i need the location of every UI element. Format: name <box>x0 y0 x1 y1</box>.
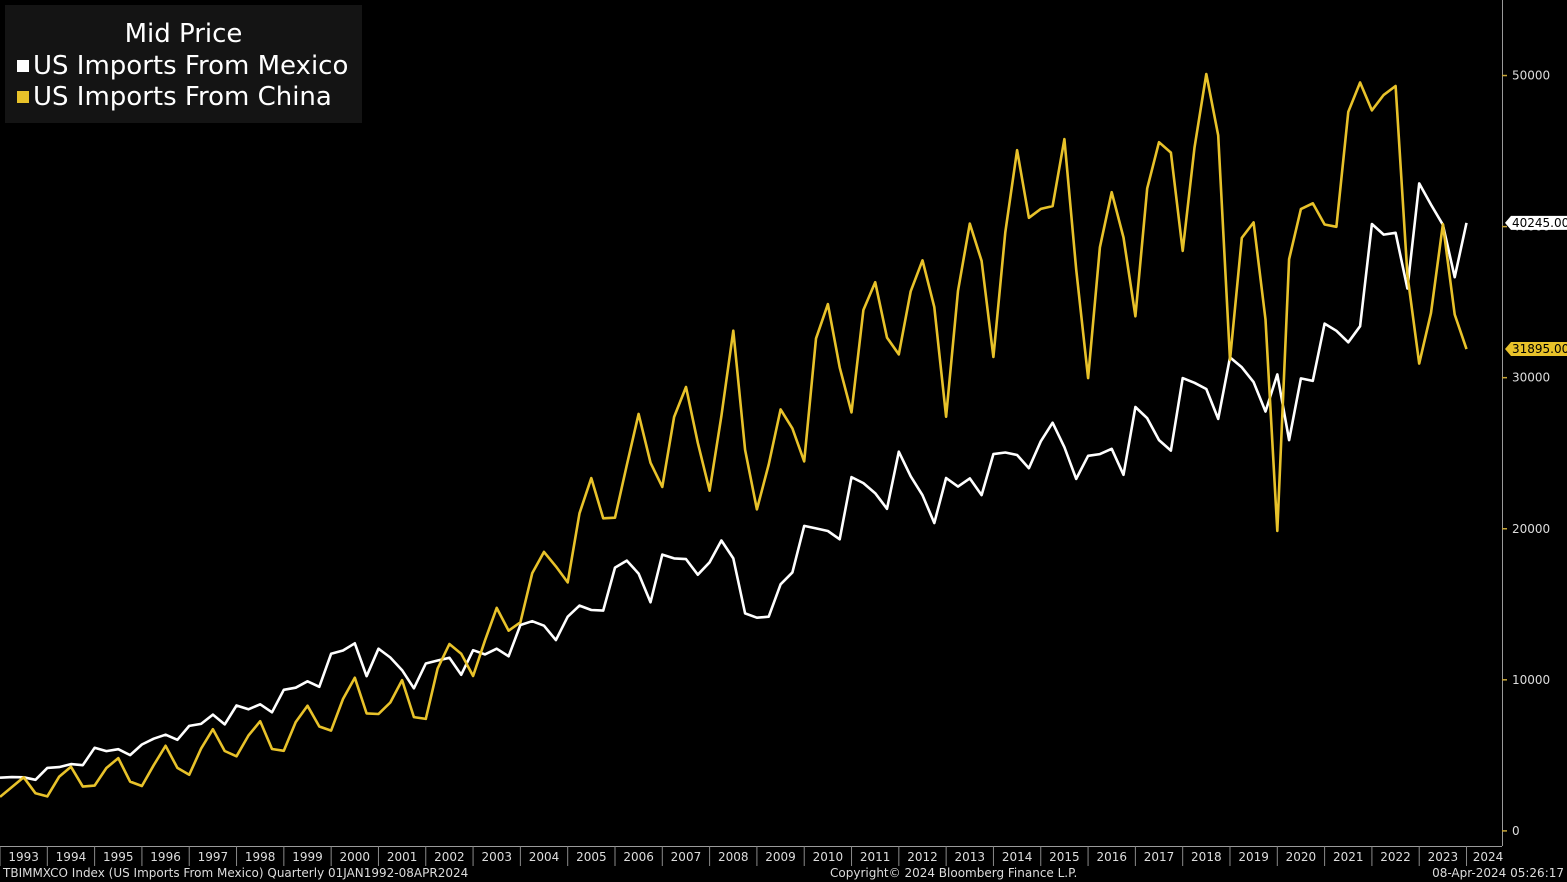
y-tick-label: 0 <box>1512 824 1520 838</box>
x-tick-label: 2013 <box>955 850 986 864</box>
legend-swatch-china <box>17 91 29 103</box>
x-tick-label: 2012 <box>907 850 938 864</box>
x-tick-label: 1999 <box>292 850 323 864</box>
footer-timestamp: 08-Apr-2024 05:26:17 <box>1432 866 1564 880</box>
x-tick-label: 2002 <box>434 850 465 864</box>
y-tick-label: 10000 <box>1512 673 1550 687</box>
x-tick-label: 1993 <box>8 850 39 864</box>
series-line-1 <box>0 72 1468 798</box>
x-tick-label: 2024 <box>1473 850 1504 864</box>
x-tick-label: 2022 <box>1380 850 1411 864</box>
last-value-marker <box>1505 215 1567 230</box>
x-tick-label: 2020 <box>1286 850 1317 864</box>
footer-copyright: Copyright© 2024 Bloomberg Finance L.P. <box>830 866 1078 880</box>
legend-item-china: US Imports From China <box>17 82 332 112</box>
x-tick-label: 1995 <box>103 850 134 864</box>
x-tick-label: 1998 <box>245 850 276 864</box>
last-value-label-0: 40245.00 <box>1505 215 1567 230</box>
series-line-0 <box>0 182 1468 782</box>
x-tick-label: 2016 <box>1096 850 1127 864</box>
y-tick-label: 30000 <box>1512 371 1550 385</box>
x-tick-label: 2018 <box>1191 850 1222 864</box>
legend: Mid Price US Imports From Mexico US Impo… <box>5 5 362 123</box>
legend-label-mexico: US Imports From Mexico <box>33 51 349 81</box>
x-tick-label: 2007 <box>671 850 702 864</box>
x-tick-label: 2008 <box>718 850 749 864</box>
x-tick-label: 2000 <box>340 850 371 864</box>
x-tick-label: 2021 <box>1333 850 1364 864</box>
x-tick-label: 2023 <box>1428 850 1459 864</box>
x-tick-label: 2017 <box>1144 850 1175 864</box>
plot-area <box>0 0 1502 846</box>
y-tick-label: 20000 <box>1512 522 1550 536</box>
x-tick-label: 2009 <box>765 850 796 864</box>
x-tick-label: 2006 <box>623 850 654 864</box>
last-value-text: 40245.00 <box>1512 216 1567 230</box>
legend-label-china: US Imports From China <box>33 82 332 112</box>
x-tick-label: 2010 <box>813 850 844 864</box>
x-tick-label: 2004 <box>529 850 560 864</box>
x-tick-label: 2005 <box>576 850 607 864</box>
x-tick-label: 2011 <box>860 850 891 864</box>
x-tick-label: 2014 <box>1002 850 1033 864</box>
legend-swatch-mexico <box>17 60 29 72</box>
y-axis: 01000020000300004000050000 <box>1502 69 1550 838</box>
footer-index-info: TBIMMXCO Index (US Imports From Mexico) … <box>3 866 469 880</box>
x-tick-label: 1997 <box>198 850 229 864</box>
x-tick-label: 2003 <box>481 850 512 864</box>
last-value-text: 31895.00 <box>1512 342 1567 356</box>
legend-title: Mid Price <box>124 19 243 49</box>
last-value-labels: 40245.00 31895.00 <box>1505 215 1567 357</box>
legend-item-mexico: US Imports From Mexico <box>17 51 348 81</box>
x-tick-label: 2019 <box>1238 850 1269 864</box>
series-layer <box>0 72 1468 798</box>
x-tick-label: 2015 <box>1049 850 1080 864</box>
y-tick-label: 50000 <box>1512 69 1550 83</box>
x-tick-label: 2001 <box>387 850 418 864</box>
x-tick-label: 1996 <box>150 850 181 864</box>
last-value-marker <box>1505 342 1567 357</box>
x-tick-label: 1994 <box>56 850 87 864</box>
x-axis: 1993 1994 1995 1996 1997 1998 1999 2000 2001 2002… <box>0 846 1503 866</box>
last-value-label-1: 31895.00 <box>1505 342 1567 357</box>
